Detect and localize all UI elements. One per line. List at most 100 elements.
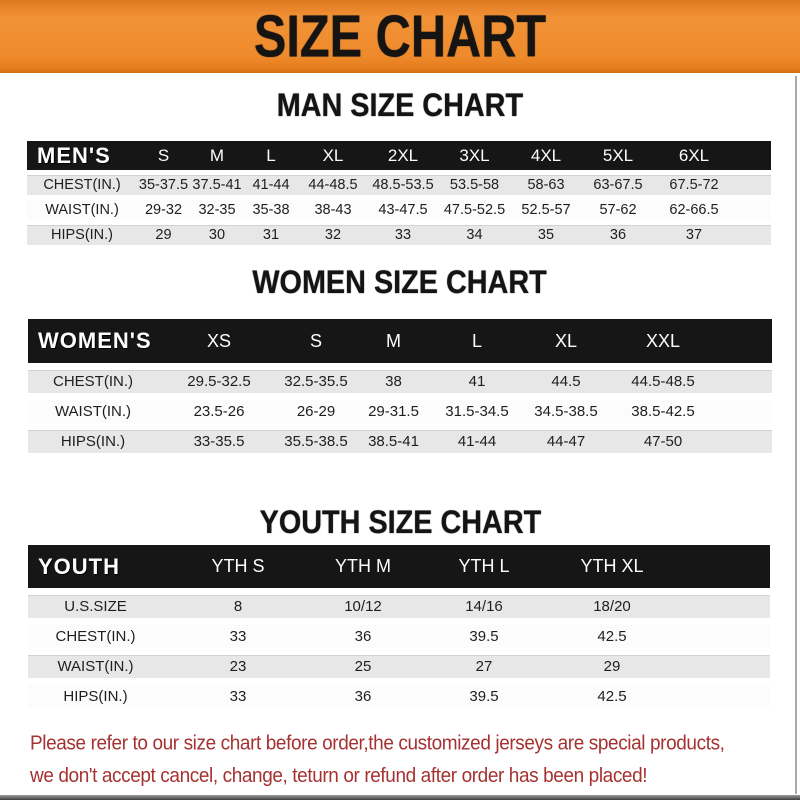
- column-header: L: [435, 319, 519, 363]
- table-cell: 25: [313, 655, 413, 678]
- row-label: CHEST(IN.): [28, 625, 163, 648]
- table-cell: 38.5-41: [352, 430, 435, 453]
- table-cell: 41-44: [244, 175, 298, 195]
- table-cell: 33: [163, 625, 313, 648]
- table-cell: 32.5-35.5: [280, 370, 352, 393]
- table-cell: 52.5-57: [511, 200, 581, 220]
- table-row: CHEST(IN.) 35-37.5 37.5-41 41-44 44-48.5 48.5…: [27, 175, 771, 195]
- table-cell: 30: [190, 225, 244, 245]
- table-cell: 53.5-58: [438, 175, 511, 195]
- table-cell: 48.5-53.5: [368, 175, 438, 195]
- women-corner-label: WOMEN'S: [28, 319, 158, 363]
- table-cell: 33: [163, 685, 313, 708]
- table-cell: 37: [655, 225, 771, 245]
- table-cell: 44.5: [519, 370, 613, 393]
- table-cell: 42.5: [555, 685, 770, 708]
- table-cell: 32-35: [190, 200, 244, 220]
- table-cell: 29-31.5: [352, 400, 435, 423]
- table-cell: 31.5-34.5: [435, 400, 519, 423]
- column-header: L: [244, 141, 298, 170]
- table-cell: 44-47: [519, 430, 613, 453]
- table-cell: 23.5-26: [158, 400, 280, 423]
- column-header: YTH M: [313, 545, 413, 588]
- table-cell: 33: [368, 225, 438, 245]
- table-cell: 27: [413, 655, 555, 678]
- table-cell: 34.5-38.5: [519, 400, 613, 423]
- column-header: 2XL: [368, 141, 438, 170]
- row-label: HIPS(IN.): [28, 430, 158, 453]
- women-header-row: WOMEN'S XS S M L XL XXL: [28, 319, 772, 363]
- table-row: U.S.SIZE 8 10/12 14/16 18/20: [28, 595, 770, 618]
- youth-size-table: YOUTH YTH S YTH M YTH L YTH XL U.S.SIZE 8 10/12…: [28, 538, 770, 715]
- table-cell: 42.5: [555, 625, 770, 648]
- section-heading-men: MAN SIZE CHART: [0, 87, 800, 124]
- column-header: M: [352, 319, 435, 363]
- column-header: YTH XL: [555, 545, 770, 588]
- table-cell: 38.5-42.5: [613, 400, 772, 423]
- banner-title: SIZE CHART: [253, 3, 547, 70]
- table-cell: 62-66.5: [655, 200, 771, 220]
- table-row: CHEST(IN.) 29.5-32.5 32.5-35.5 38 41 44.5 44.5…: [28, 370, 772, 393]
- table-row: WAIST(IN.) 23.5-26 26-29 29-31.5 31.5-34.5 34…: [28, 400, 772, 423]
- row-label: WAIST(IN.): [27, 200, 137, 220]
- column-header: S: [137, 141, 190, 170]
- column-header: 5XL: [581, 141, 655, 170]
- column-header: XL: [298, 141, 368, 170]
- right-edge-line: [795, 76, 797, 794]
- row-label: HIPS(IN.): [27, 225, 137, 245]
- disclaimer-line-2: we don't accept cancel, change, teturn o…: [30, 764, 648, 788]
- column-header: XS: [158, 319, 280, 363]
- table-cell: 29: [555, 655, 770, 678]
- disclaimer-text: Please refer to our size chart before or…: [30, 728, 790, 793]
- section-heading-youth-text: YOUTH SIZE CHART: [259, 504, 541, 540]
- table-row: HIPS(IN.) 33 36 39.5 42.5: [28, 685, 770, 708]
- table-cell: 37.5-41: [190, 175, 244, 195]
- table-cell: 35: [511, 225, 581, 245]
- column-header: S: [280, 319, 352, 363]
- column-header: 3XL: [438, 141, 511, 170]
- size-chart-banner: SIZE CHART: [0, 0, 800, 73]
- column-header: M: [190, 141, 244, 170]
- table-cell: 44-48.5: [298, 175, 368, 195]
- table-cell: 23: [163, 655, 313, 678]
- table-cell: 35.5-38.5: [280, 430, 352, 453]
- table-cell: 36: [313, 625, 413, 648]
- table-cell: 8: [163, 595, 313, 618]
- section-heading-women: WOMEN SIZE CHART: [0, 264, 800, 301]
- table-cell: 29-32: [137, 200, 190, 220]
- table-cell: 67.5-72: [655, 175, 771, 195]
- table-cell: 39.5: [413, 685, 555, 708]
- section-heading-men-text: MAN SIZE CHART: [276, 87, 524, 123]
- table-cell: 41: [435, 370, 519, 393]
- table-cell: 18/20: [555, 595, 770, 618]
- row-label: WAIST(IN.): [28, 400, 158, 423]
- men-corner-label: MEN'S: [27, 141, 137, 170]
- table-cell: 38: [352, 370, 435, 393]
- men-header-row: MEN'S S M L XL 2XL 3XL 4XL 5XL 6XL: [27, 141, 771, 170]
- column-header: 6XL: [655, 141, 771, 170]
- row-label: HIPS(IN.): [28, 685, 163, 708]
- table-cell: 36: [581, 225, 655, 245]
- table-row: CHEST(IN.) 33 36 39.5 42.5: [28, 625, 770, 648]
- table-cell: 32: [298, 225, 368, 245]
- table-row: HIPS(IN.) 33-35.5 35.5-38.5 38.5-41 41-44 44-…: [28, 430, 772, 453]
- row-label: CHEST(IN.): [28, 370, 158, 393]
- table-cell: 47.5-52.5: [438, 200, 511, 220]
- column-header: XL: [519, 319, 613, 363]
- section-heading-youth: YOUTH SIZE CHART: [0, 504, 800, 541]
- table-row: HIPS(IN.) 29 30 31 32 33 34 35 36 37: [27, 225, 771, 245]
- table-cell: 33-35.5: [158, 430, 280, 453]
- table-cell: 41-44: [435, 430, 519, 453]
- table-cell: 39.5: [413, 625, 555, 648]
- column-header: 4XL: [511, 141, 581, 170]
- table-cell: 58-63: [511, 175, 581, 195]
- column-header: XXL: [613, 319, 772, 363]
- table-cell: 35-38: [244, 200, 298, 220]
- table-cell: 63-67.5: [581, 175, 655, 195]
- table-row: WAIST(IN.) 23 25 27 29: [28, 655, 770, 678]
- table-cell: 10/12: [313, 595, 413, 618]
- women-size-table: WOMEN'S XS S M L XL XXL CHEST(IN.) 29.5-32.5 32.5…: [28, 312, 772, 460]
- table-cell: 35-37.5: [137, 175, 190, 195]
- table-cell: 14/16: [413, 595, 555, 618]
- table-cell: 31: [244, 225, 298, 245]
